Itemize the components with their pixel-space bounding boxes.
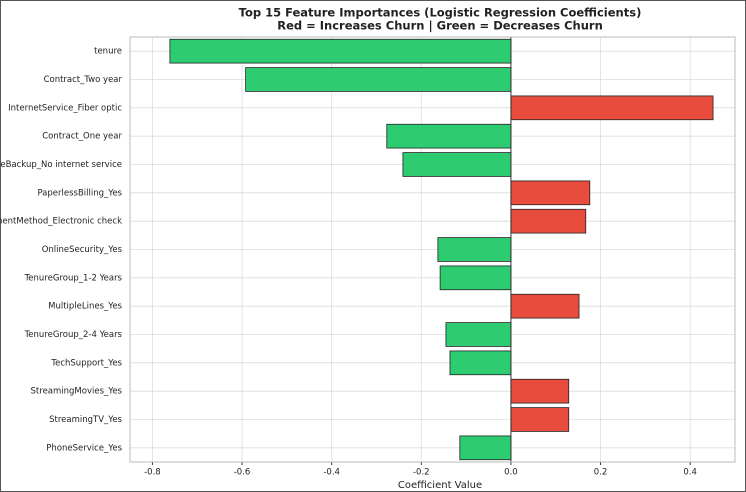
bar <box>402 152 512 177</box>
bar <box>445 322 512 347</box>
bar <box>510 208 587 234</box>
bar <box>437 237 512 262</box>
x-tick-label: -0.6 <box>234 468 251 478</box>
bar <box>169 38 512 64</box>
y-tick-label: Contract_Two year <box>44 75 123 85</box>
chart-title: Top 15 Feature Importances (Logistic Reg… <box>239 6 642 20</box>
bar <box>510 180 591 206</box>
y-tick-label: Contract_One year <box>42 132 122 142</box>
y-tick-label: PhoneService_Yes <box>46 443 122 453</box>
y-tick-label: InternetService_Fiber optic <box>8 103 122 113</box>
plot-frame <box>129 36 736 463</box>
y-tick-label: TenureGroup_2-4 Years <box>24 330 123 340</box>
x-tick-label: 0.4 <box>683 468 697 478</box>
y-tick-label: PaperlessBilling_Yes <box>37 188 122 198</box>
x-tick-label: 0.2 <box>594 468 608 478</box>
y-tick-label: tenure <box>94 47 122 57</box>
y-tick-label: StreamingTV_Yes <box>49 415 122 425</box>
bar <box>510 407 570 432</box>
x-tick-label: -0.8 <box>144 468 161 478</box>
bar <box>386 123 512 149</box>
x-axis-label: Coefficient Value <box>398 480 482 491</box>
y-tick-label: StreamingMovies_Yes <box>31 387 123 397</box>
y-tick-label: OnlineBackup_No internet service <box>0 160 122 170</box>
bar <box>439 265 512 291</box>
y-tick-label: TechSupport_Yes <box>50 358 122 368</box>
y-tick-label: MultipleLines_Yes <box>48 302 122 312</box>
bar <box>449 350 512 376</box>
bar <box>459 435 512 461</box>
bar <box>510 378 570 404</box>
y-tick-label: TenureGroup_1-2 Years <box>24 273 123 283</box>
bar <box>510 293 580 319</box>
chart-subtitle: Red = Increases Churn | Green = Decrease… <box>277 19 603 33</box>
x-tick-label: -0.2 <box>413 468 430 478</box>
y-tick-label: OnlineSecurity_Yes <box>42 245 123 255</box>
bar <box>510 95 714 121</box>
y-tick-label: PaymentMethod_Electronic check <box>0 217 122 227</box>
bar <box>245 67 512 92</box>
x-tick-label: -0.4 <box>323 468 340 478</box>
x-tick-label: 0.0 <box>504 468 518 478</box>
